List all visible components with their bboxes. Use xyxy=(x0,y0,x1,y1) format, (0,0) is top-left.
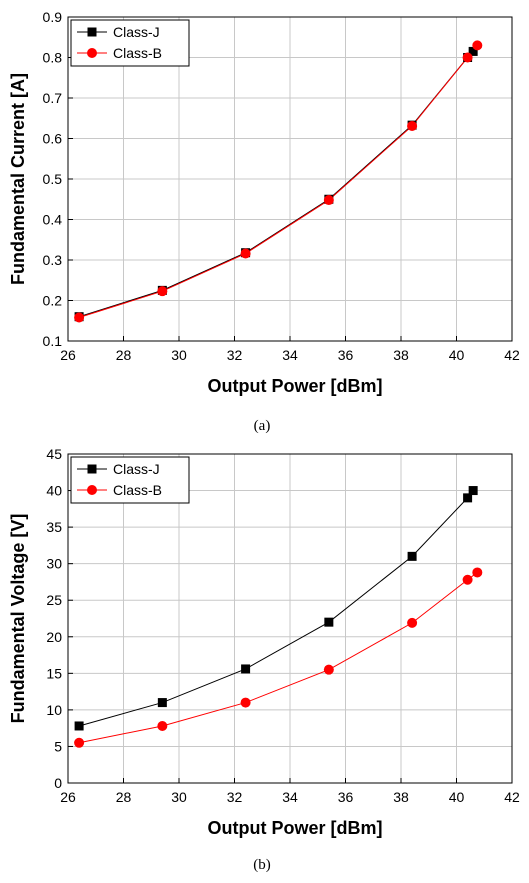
y-tick-label: 0.2 xyxy=(43,293,63,309)
data-point-class-j xyxy=(407,551,417,561)
y-tick-labels: 0.1 0.2 0.3 0.4 0.5 0.6 0.7 0.8 0.9 xyxy=(43,9,63,349)
chart-panel-a: 26 28 30 32 34 36 38 40 42 0.1 0.2 0.3 0.4 0.5 0.6 0.7… xyxy=(8,9,520,434)
y-tick-label: 0.1 xyxy=(43,333,63,349)
x-tick-label: 34 xyxy=(282,347,298,363)
data-point-class-b xyxy=(407,617,418,628)
plot-frame xyxy=(67,16,513,342)
y-tick-label: 0.8 xyxy=(43,50,63,66)
legend: Class-J Class-B xyxy=(70,456,190,504)
x-tick-label: 28 xyxy=(116,347,132,363)
x-tick-labels: 26 28 30 32 34 36 38 40 42 xyxy=(60,347,520,363)
data-point-class-b xyxy=(323,664,334,675)
figure-caption: (a) xyxy=(254,418,271,434)
series-line-class-j xyxy=(78,51,474,318)
data-point-class-b xyxy=(74,737,85,748)
data-point-class-j xyxy=(157,698,167,708)
data-point-class-j xyxy=(468,486,478,496)
data-point-class-j xyxy=(324,617,334,627)
y-tick-label: 0.3 xyxy=(43,252,63,268)
data-point-class-j xyxy=(463,493,473,503)
series-group xyxy=(74,486,483,748)
x-tick-label: 40 xyxy=(449,347,465,363)
data-point-class-b xyxy=(462,52,473,63)
legend-marker xyxy=(87,48,97,58)
y-tick-label: 5 xyxy=(54,738,62,754)
y-tick-label: 0.6 xyxy=(43,131,63,147)
x-tick-labels: 26 28 30 32 34 36 38 40 42 xyxy=(60,789,520,805)
legend-marker xyxy=(87,464,97,474)
x-axis-title: Output Power [dBm] xyxy=(208,376,383,396)
series-line-class-b xyxy=(78,45,478,318)
data-point-class-b xyxy=(74,312,85,323)
x-tick-label: 40 xyxy=(449,789,465,805)
y-tick-label: 0.7 xyxy=(43,90,63,106)
x-tick-label: 32 xyxy=(227,789,243,805)
y-tick-label: 25 xyxy=(46,592,62,608)
legend: Class-J Class-B xyxy=(70,19,190,67)
series-group xyxy=(74,40,483,323)
legend-label: Class-B xyxy=(113,482,162,498)
plot-frame xyxy=(67,453,513,784)
y-tick-labels: 0 5 10 15 20 25 30 35 40 45 xyxy=(46,446,62,791)
x-tick-label: 32 xyxy=(227,347,243,363)
data-point-class-j xyxy=(241,664,251,674)
x-tick-label: 38 xyxy=(393,347,409,363)
x-tick-label: 26 xyxy=(60,789,76,805)
legend-marker xyxy=(87,27,97,37)
grid-lines xyxy=(67,16,513,342)
legend-label: Class-J xyxy=(113,24,160,40)
y-tick-label: 15 xyxy=(46,665,62,681)
series-line-class-b xyxy=(79,572,478,744)
y-tick-label: 30 xyxy=(46,556,62,572)
data-point-class-b xyxy=(157,286,168,297)
x-axis-title: Output Power [dBm] xyxy=(208,818,383,838)
x-tick-label: 38 xyxy=(393,789,409,805)
data-point-class-b xyxy=(472,567,483,578)
x-tick-label: 36 xyxy=(338,347,354,363)
data-point-class-b xyxy=(240,248,251,259)
data-point-class-b xyxy=(407,120,418,131)
y-axis-title: Fundamental Current [A] xyxy=(8,73,28,285)
y-tick-label: 0.4 xyxy=(43,212,63,228)
chart-panel-b: 26 28 30 32 34 36 38 40 42 0 5 10 15 20 25 30 35 40 45 Cl… xyxy=(8,446,520,873)
y-tick-label: 10 xyxy=(46,702,62,718)
x-tick-label: 42 xyxy=(504,347,520,363)
x-tick-label: 34 xyxy=(282,789,298,805)
data-point-class-b xyxy=(323,195,334,206)
data-point-class-b xyxy=(472,40,483,51)
figure-caption: (b) xyxy=(253,857,271,873)
data-point-class-b xyxy=(462,574,473,585)
y-axis-title: Fundamental Voltage [V] xyxy=(8,514,28,724)
data-point-class-b xyxy=(240,697,251,708)
x-tick-label: 42 xyxy=(504,789,520,805)
legend-label: Class-B xyxy=(113,45,162,61)
x-tick-label: 30 xyxy=(171,789,187,805)
data-point-class-j xyxy=(468,46,478,56)
y-tick-label: 40 xyxy=(46,483,62,499)
y-tick-label: 35 xyxy=(46,519,62,535)
y-tick-label: 20 xyxy=(46,629,62,645)
y-tick-label: 0.5 xyxy=(43,171,63,187)
x-tick-label: 30 xyxy=(171,347,187,363)
x-tick-label: 28 xyxy=(116,789,132,805)
legend-label: Class-J xyxy=(113,461,160,477)
y-tick-label: 45 xyxy=(46,446,62,462)
data-point-class-j xyxy=(74,721,84,731)
y-tick-label: 0.9 xyxy=(43,9,63,25)
data-point-class-b xyxy=(157,720,168,731)
x-tick-label: 26 xyxy=(60,347,76,363)
y-tick-label: 0 xyxy=(54,775,62,791)
x-tick-label: 36 xyxy=(338,789,354,805)
legend-marker xyxy=(87,485,97,495)
